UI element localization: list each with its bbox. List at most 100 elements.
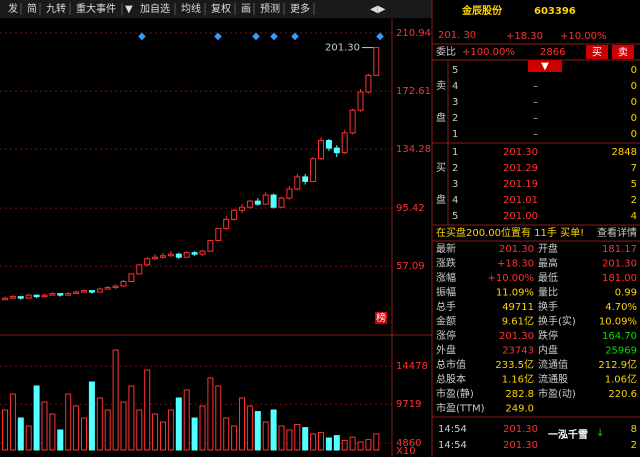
candle-body xyxy=(73,291,80,295)
nav-arrows[interactable]: ◀▶ xyxy=(370,4,386,15)
candle-body xyxy=(246,200,253,208)
volume-tick-label: 9719 xyxy=(396,399,421,410)
y-tick-label: 95.42 xyxy=(396,203,425,214)
candle-body xyxy=(167,253,174,257)
price: 201. 30 xyxy=(438,30,476,41)
level-price: – xyxy=(533,113,538,124)
level-price: 201.01 xyxy=(503,195,538,206)
stat-label: 市盈(TTM) xyxy=(436,402,485,415)
stat-label: 内盘 xyxy=(538,344,558,357)
stat-value: 1.06亿 xyxy=(605,373,637,386)
notice-link[interactable]: 查看详情 xyxy=(597,226,637,239)
candle-body xyxy=(223,218,230,229)
volume-bar xyxy=(144,369,151,451)
event-marker[interactable]: ◆ xyxy=(214,31,222,42)
volume-bar xyxy=(246,405,253,451)
collapse-tab[interactable] xyxy=(528,60,562,72)
trade-qty: 8 xyxy=(631,424,637,435)
sell-button-bg[interactable] xyxy=(612,45,634,59)
event-marker[interactable]: ◆ xyxy=(291,31,299,42)
volume-bar xyxy=(365,439,372,451)
buy-button[interactable]: 买 xyxy=(592,47,602,59)
volume-bar xyxy=(302,427,309,451)
candle-body xyxy=(183,252,190,258)
side-label: 盘 xyxy=(436,193,446,206)
volume-bar xyxy=(9,393,16,451)
volume-bar xyxy=(183,389,190,451)
side-label: 盘 xyxy=(436,111,446,124)
stat-label: 金额 xyxy=(436,315,456,328)
stat-label: 流通值 xyxy=(538,358,568,371)
volume-bar xyxy=(41,401,48,451)
stat-value: 25969 xyxy=(605,346,637,357)
stat-value: 181.00 xyxy=(602,273,637,284)
volume-bar xyxy=(318,431,324,451)
toolbar-button[interactable]: 均线 xyxy=(181,2,201,15)
level-qty: 0 xyxy=(631,81,637,92)
stat-value: 220.6 xyxy=(608,389,637,400)
stat-value: 11.09% xyxy=(496,288,534,299)
stat-value: 23743 xyxy=(502,346,534,357)
level: 5 xyxy=(452,211,458,222)
event-marker[interactable]: ◆ xyxy=(138,31,146,42)
y-tick-label: 210.94 xyxy=(396,28,431,39)
volume-bar xyxy=(73,405,80,451)
ratio: +100.00% xyxy=(462,47,515,58)
toolbar-button[interactable]: 重大事件 xyxy=(76,2,116,15)
stat-label: 总市值 xyxy=(436,358,466,371)
candle-body xyxy=(333,147,340,154)
volume-bar xyxy=(33,385,40,451)
side-label: 买 xyxy=(436,162,446,174)
volume-bar xyxy=(136,409,143,451)
candle-body xyxy=(136,264,143,275)
level-qty: 7 xyxy=(631,163,637,174)
toolbar-button[interactable]: 预测 xyxy=(260,2,280,15)
volume-bar xyxy=(160,421,166,451)
stat-label: 最新 xyxy=(436,242,456,255)
volume-bar xyxy=(373,433,380,451)
candle-body xyxy=(199,250,206,255)
level-price: 201.19 xyxy=(503,179,538,190)
candle-body xyxy=(88,290,95,293)
volume-bar xyxy=(17,417,24,451)
volume-unit: X10 xyxy=(396,446,416,457)
toolbar-button[interactable]: 更多 xyxy=(290,2,310,15)
volume-bar xyxy=(152,413,159,451)
volume-bar xyxy=(333,435,340,451)
buy-button-bg[interactable] xyxy=(586,45,608,59)
candle-body xyxy=(65,293,72,296)
volume-bar xyxy=(96,397,103,451)
volume-bar xyxy=(223,417,230,451)
toolbar-button[interactable]: 九转 xyxy=(46,2,66,15)
toolbar-button[interactable]: 画 xyxy=(241,4,251,15)
volume-bar xyxy=(357,441,364,451)
candle-body xyxy=(373,47,380,76)
candle-body xyxy=(49,293,56,296)
collapse-arrow[interactable]: ▼ xyxy=(541,61,549,72)
candle-body xyxy=(286,188,293,199)
toolbar-button[interactable]: 简 xyxy=(27,2,37,15)
stat-value: 164.70 xyxy=(602,331,637,342)
volume-bar xyxy=(262,421,269,451)
candle-body xyxy=(175,253,182,258)
level-qty: 2848 xyxy=(612,147,637,158)
candle-body xyxy=(325,140,332,149)
sell-button[interactable]: 卖 xyxy=(618,47,628,59)
dropdown[interactable]: ▼ xyxy=(125,4,133,15)
event-marker[interactable]: ◆ xyxy=(252,31,260,42)
stat-label: 最低 xyxy=(538,271,558,284)
level-price: 201.30 xyxy=(503,147,538,158)
event-marker[interactable]: ◆ xyxy=(376,31,384,42)
event-marker[interactable]: ◆ xyxy=(270,31,278,42)
candle-body xyxy=(254,200,261,205)
candle-body xyxy=(302,176,309,182)
candle-body xyxy=(231,209,238,220)
level: 2 xyxy=(452,163,458,174)
toolbar-button[interactable]: 加自选 xyxy=(140,2,170,15)
toolbar-button[interactable]: 复权 xyxy=(211,2,231,15)
toolbar-button[interactable]: 发 xyxy=(8,2,18,15)
level-qty: 2 xyxy=(631,195,637,206)
volume-bar xyxy=(239,397,245,451)
stat-label: 流通股 xyxy=(538,373,568,386)
